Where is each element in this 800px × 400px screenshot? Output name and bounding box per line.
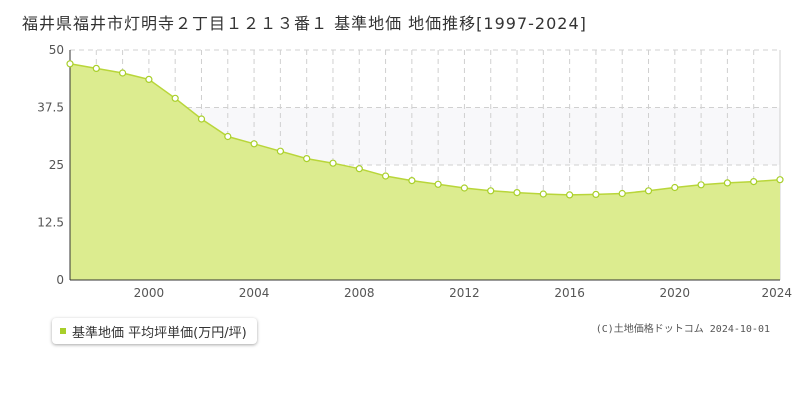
data-point <box>250 140 258 148</box>
x-tick-label: 2000 <box>134 286 165 300</box>
legend[interactable]: 基準地価 平均坪単価(万円/坪) <box>52 318 257 344</box>
x-tick-label: 2024 <box>761 286 792 300</box>
y-tick-label: 37.5 <box>37 101 64 115</box>
data-point <box>671 183 679 192</box>
data-point <box>329 159 337 167</box>
x-tick-label: 2016 <box>554 286 585 300</box>
copyright-text: (C)土地価格ドットコム 2024-10-01 <box>595 324 770 335</box>
data-point <box>92 64 100 73</box>
data-point <box>118 69 127 77</box>
data-point <box>460 184 468 192</box>
data-point <box>513 189 521 197</box>
data-point <box>145 75 153 84</box>
series-line <box>69 63 781 196</box>
x-tick-label: 2008 <box>344 286 375 300</box>
data-point <box>408 177 416 185</box>
y-tick-label: 12.5 <box>37 216 64 230</box>
data-point <box>618 189 626 198</box>
data-point <box>355 165 363 173</box>
series-area <box>70 63 780 280</box>
data-point <box>750 178 758 186</box>
data-point <box>723 179 732 187</box>
y-tick-label: 25 <box>49 158 64 172</box>
x-tick-label: 2020 <box>660 286 691 300</box>
data-point <box>276 147 284 155</box>
y-tick-label: 50 <box>49 43 64 57</box>
x-tick-label: 2012 <box>449 286 480 300</box>
y-tick-label: 0 <box>56 273 64 287</box>
data-point <box>776 176 784 184</box>
chart-title: 福井県福井市灯明寺２丁目１２１３番１ 基準地価 地価推移[1997-2024] <box>22 14 587 33</box>
x-tick-label: 2004 <box>239 286 270 300</box>
data-point <box>382 172 390 180</box>
data-point <box>565 191 574 199</box>
data-point <box>539 190 547 198</box>
data-point <box>644 187 653 195</box>
legend-swatch <box>60 328 66 334</box>
legend-label: 基準地価 平均坪単価(万円/坪) <box>72 325 247 341</box>
data-point <box>66 60 74 68</box>
data-point <box>697 181 705 189</box>
data-point <box>592 190 600 198</box>
data-point <box>171 94 179 102</box>
data-point <box>224 132 232 141</box>
data-point <box>303 155 311 163</box>
data-point <box>487 187 495 195</box>
data-point <box>434 180 442 188</box>
data-point <box>197 115 206 123</box>
